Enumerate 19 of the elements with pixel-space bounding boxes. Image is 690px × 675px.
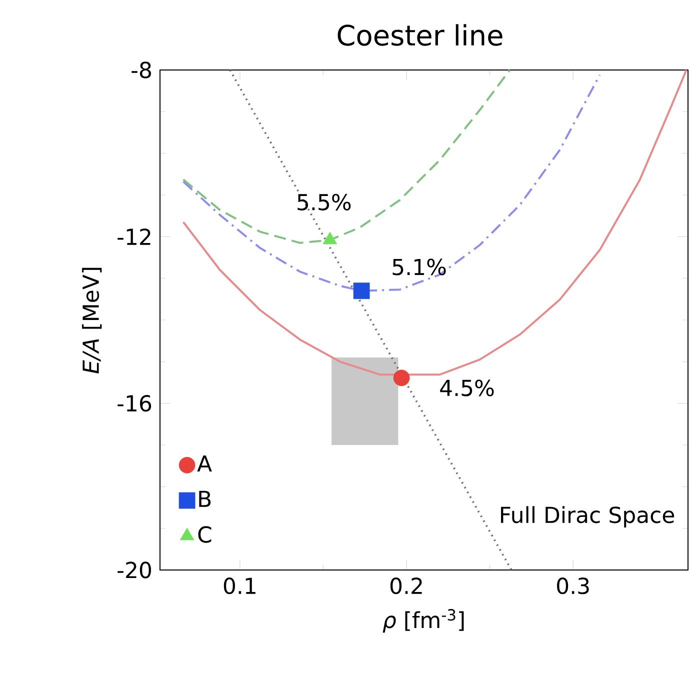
annotation: 5.5% xyxy=(298,194,351,210)
x-tick-label: 0.1 xyxy=(224,578,256,594)
x-tick-label: 0.3 xyxy=(557,578,589,594)
y-tick-label: -16 xyxy=(118,395,152,412)
legend-label: A xyxy=(197,455,212,472)
legend-label: B xyxy=(199,490,211,507)
y-tick-label: -20 xyxy=(118,562,151,578)
y-tick-label: -8 xyxy=(132,62,151,78)
line-series xyxy=(182,69,688,376)
x-tick-label: 0.2 xyxy=(390,578,422,594)
line-series xyxy=(182,69,511,244)
y-axis-title: E/A [MeV] xyxy=(82,268,102,374)
legend-label: C xyxy=(198,526,212,543)
y-tick-label: -12 xyxy=(118,228,150,245)
x-axis-title: ρ [fm$^{-3}$] xyxy=(382,609,464,633)
chart-title: Coester line xyxy=(338,24,502,46)
annotation: 5.1% xyxy=(392,258,446,276)
annotation: 4.5% xyxy=(440,380,494,396)
annotation: Full Dirac Space xyxy=(501,506,674,528)
